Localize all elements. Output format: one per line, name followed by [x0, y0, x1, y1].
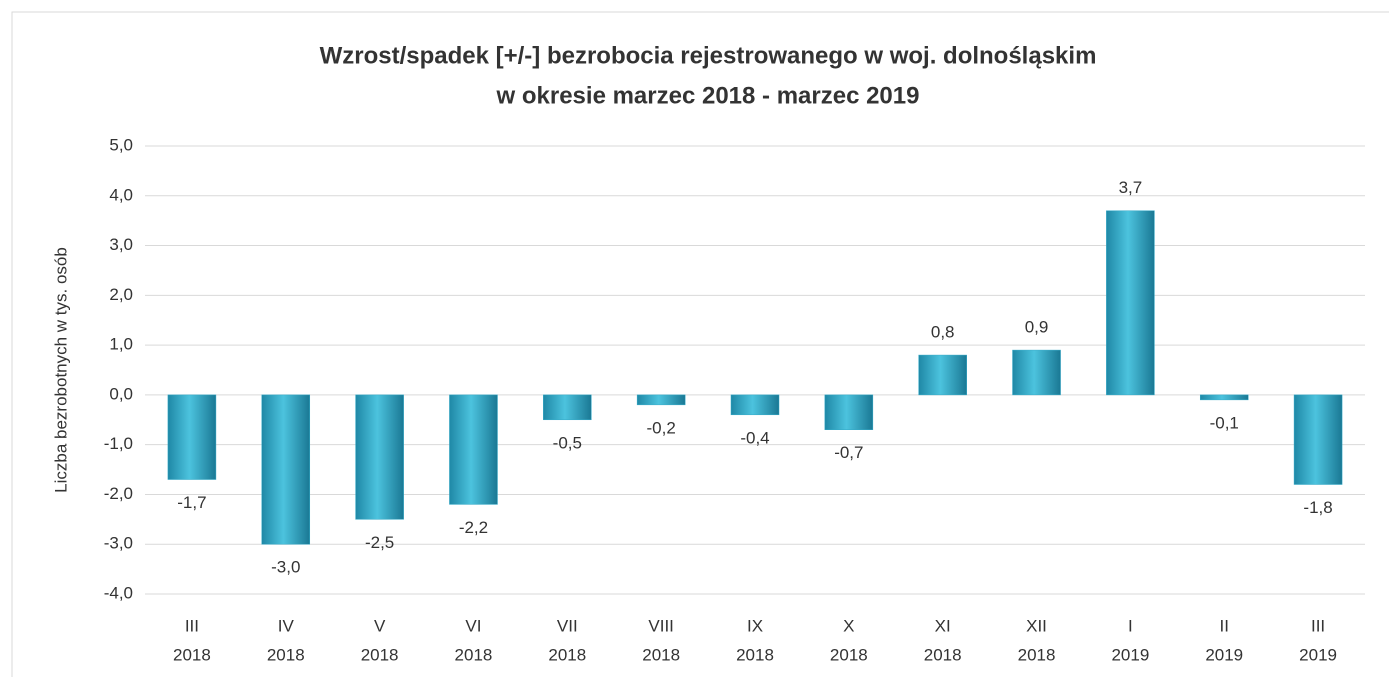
chart-title: w okresie marzec 2018 - marzec 2019	[496, 82, 920, 109]
x-tick-label: 2019	[1299, 645, 1337, 664]
value-label: -2,2	[459, 518, 488, 537]
x-tick-label: IV	[278, 616, 295, 635]
x-tick-label: XI	[935, 616, 951, 635]
x-tick-label: 2019	[1205, 645, 1243, 664]
bar	[167, 394, 217, 480]
x-tick-label: II	[1220, 616, 1229, 635]
x-tick-label: 2018	[267, 645, 305, 664]
value-label: -0,5	[553, 433, 582, 452]
x-tick-label: 2018	[455, 645, 493, 664]
x-tick-label: 2018	[548, 645, 586, 664]
x-tick-label: 2019	[1111, 645, 1149, 664]
bar	[449, 394, 498, 505]
x-tick-label: 2018	[361, 645, 399, 664]
bar	[824, 394, 874, 430]
x-tick-label: 2018	[924, 645, 962, 664]
value-label: -0,1	[1210, 413, 1239, 432]
y-tick-label: -3,0	[104, 534, 133, 553]
x-tick-label: 2018	[830, 645, 868, 664]
x-tick-label: VI	[465, 616, 481, 635]
value-label: -3,0	[271, 558, 300, 577]
bar	[1012, 349, 1061, 396]
value-label: -0,7	[834, 443, 863, 462]
bar	[355, 394, 404, 520]
y-tick-label: -4,0	[104, 583, 133, 602]
x-tick-label: 2018	[1018, 645, 1056, 664]
x-tick-label: V	[374, 616, 386, 635]
bar	[261, 394, 311, 545]
bar	[1293, 394, 1343, 485]
x-tick-label: 2018	[736, 645, 774, 664]
x-tick-label: 2018	[173, 645, 211, 664]
x-tick-label: 2018	[642, 645, 680, 664]
x-tick-label: III	[185, 616, 199, 635]
x-tick-label: VII	[557, 616, 578, 635]
bar	[1199, 394, 1249, 401]
y-tick-label: 3,0	[109, 235, 133, 254]
value-label: -0,2	[647, 418, 676, 437]
value-label: -2,5	[365, 533, 394, 552]
bar	[730, 394, 780, 416]
chart-frame	[11, 11, 1389, 677]
value-label: -1,7	[177, 493, 206, 512]
bar	[543, 394, 592, 421]
chart-title: Wzrost/spadek [+/-] bezrobocia rejestrow…	[320, 42, 1097, 69]
x-tick-label: VIII	[648, 616, 674, 635]
y-tick-label: 0,0	[109, 384, 133, 403]
value-label: -0,4	[740, 428, 769, 447]
value-label: 0,9	[1025, 318, 1049, 337]
value-label: -1,8	[1303, 498, 1332, 517]
value-label: 0,8	[931, 323, 955, 342]
y-tick-label: 2,0	[109, 285, 133, 304]
y-tick-label: -2,0	[104, 484, 133, 503]
bar	[636, 394, 686, 406]
x-tick-label: I	[1128, 616, 1133, 635]
x-tick-label: X	[843, 616, 854, 635]
bar	[918, 354, 967, 396]
y-tick-label: 4,0	[109, 185, 133, 204]
value-label: 3,7	[1119, 178, 1143, 197]
bar	[1106, 210, 1155, 396]
x-tick-label: III	[1311, 616, 1325, 635]
x-tick-label: IX	[747, 616, 763, 635]
y-tick-label: 5,0	[109, 135, 133, 154]
y-tick-label: -1,0	[104, 434, 133, 453]
y-tick-label: 1,0	[109, 335, 133, 354]
x-tick-label: XII	[1026, 616, 1047, 635]
y-axis-label: Liczba bezrobotnych w tys. osób	[51, 247, 70, 493]
